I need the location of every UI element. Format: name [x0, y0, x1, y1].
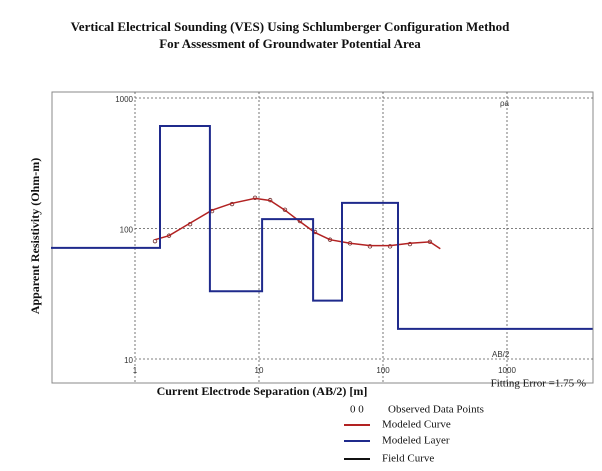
y-tick-label: 1000: [115, 95, 133, 104]
y-axis-label: Apparent Resistivity (Ohm-m): [28, 158, 42, 314]
legend-label: Field Curve: [382, 453, 434, 465]
fitting-error: Fitting Error =1.75 %: [491, 378, 586, 390]
legend-label: Modeled Curve: [382, 419, 451, 431]
corner-x-label: AB/2: [492, 350, 510, 359]
legend-label: Observed Data Points: [388, 404, 484, 416]
x-tick-label: 1000: [498, 366, 516, 375]
plot-frame: [51, 91, 594, 384]
chart-subtitle: For Assessment of Groundwater Potential …: [159, 36, 421, 51]
x-axis-label: Current Electrode Separation (AB/2) [m]: [157, 384, 368, 398]
legend-label: Modeled Layer: [382, 435, 450, 447]
observed-marker: 0 0: [350, 404, 364, 416]
series-line: [154, 197, 441, 250]
y-tick-label: 10: [124, 356, 133, 365]
series-line: [51, 125, 593, 330]
y-tick-label: 100: [120, 226, 134, 235]
x-tick-label: 10: [255, 366, 264, 375]
chart-title: Vertical Electrical Sounding (VES) Using…: [71, 19, 511, 34]
observed-point: [252, 195, 258, 200]
x-tick-label: 1: [133, 366, 138, 375]
x-tick-label: 100: [376, 366, 390, 375]
corner-y-label: ρa: [500, 99, 510, 108]
